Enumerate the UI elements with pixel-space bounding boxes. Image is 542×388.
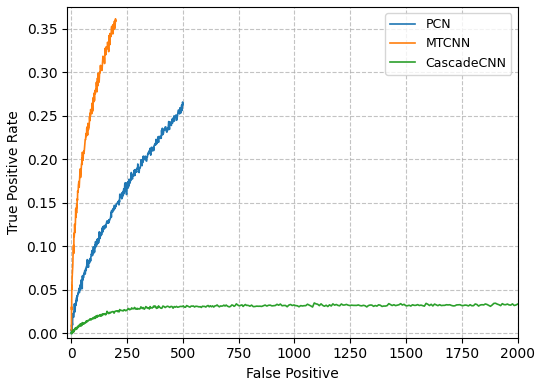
MTCNN: [76, 181, 82, 186]
CascadeCNN: [455, 303, 461, 307]
PCN: [158, 128, 165, 133]
CascadeCNN: [514, 302, 521, 307]
X-axis label: False Positive: False Positive: [246, 367, 339, 381]
PCN: [99, 226, 106, 231]
Legend: PCN, MTCNN, CascadeCNN: PCN, MTCNN, CascadeCNN: [385, 13, 511, 75]
PCN: [180, 102, 186, 107]
MTCNN: [107, 35, 114, 39]
MTCNN: [113, 19, 119, 23]
PCN: [80, 275, 87, 280]
PCN: [179, 100, 186, 104]
MTCNN: [88, 109, 94, 114]
PCN: [101, 227, 108, 231]
CascadeCNN: [221, 303, 227, 307]
Y-axis label: True Positive Rate: True Positive Rate: [7, 111, 21, 234]
CascadeCNN: [364, 305, 370, 309]
CascadeCNN: [68, 331, 75, 336]
Line: MTCNN: MTCNN: [72, 19, 116, 330]
MTCNN: [105, 41, 112, 46]
Line: PCN: PCN: [72, 102, 183, 333]
MTCNN: [69, 270, 76, 275]
CascadeCNN: [74, 326, 81, 331]
CascadeCNN: [311, 301, 318, 305]
MTCNN: [68, 328, 75, 333]
MTCNN: [101, 52, 108, 57]
Line: CascadeCNN: CascadeCNN: [72, 303, 518, 333]
CascadeCNN: [291, 303, 297, 307]
PCN: [158, 136, 164, 140]
PCN: [68, 331, 75, 336]
MTCNN: [112, 16, 119, 21]
CascadeCNN: [349, 303, 355, 307]
PCN: [69, 320, 75, 325]
